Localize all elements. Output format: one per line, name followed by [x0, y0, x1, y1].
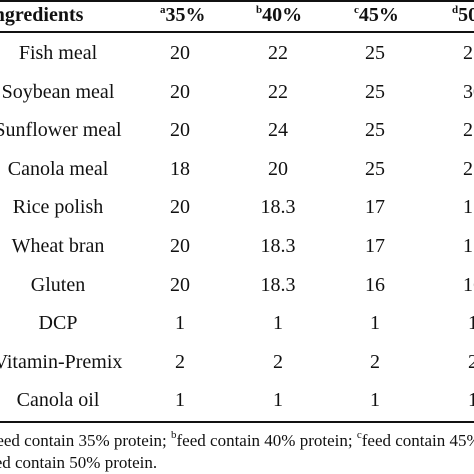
row-value-cell: 20 — [268, 158, 288, 180]
row-value-cell: 17 — [365, 235, 385, 257]
footnote-line-1: aFeed contain 35% protein; bfeed contain… — [0, 429, 474, 454]
row-ingredient-name: Sunflower meal — [0, 119, 122, 141]
footnote-b-text: feed contain 40% protein; — [176, 431, 357, 450]
row-value-cell: 1 — [273, 389, 283, 411]
row-ingredient-name: Wheat bran — [11, 235, 105, 257]
row-value-cell: 30 — [463, 81, 474, 103]
header-col-45-marker: c — [354, 4, 359, 16]
row-value-cell: 20 — [170, 196, 190, 218]
row-value-cell: 1 — [370, 389, 380, 411]
row-ingredient-name: Soybean meal — [1, 81, 115, 103]
row-value-cell: 25 — [365, 81, 385, 103]
row-ingredient-name: Gluten — [30, 274, 86, 296]
row-value-cell: 2 — [175, 351, 185, 373]
row-value-cell: 20 — [170, 42, 190, 64]
row-value-cell: 1 — [175, 312, 185, 334]
footnote-d-text: feed contain 50% protein. — [0, 453, 158, 472]
row-value-cell: 18 — [170, 158, 190, 180]
row-ingredient-name: Rice polish — [12, 196, 104, 218]
row-value-cell: 2 — [273, 351, 283, 373]
row-value-cell: 25 — [463, 158, 474, 180]
header-col-35-label: 35% — [165, 4, 206, 26]
row-value-cell: 25 — [365, 119, 385, 141]
row-value-cell: 18.3 — [260, 274, 296, 296]
row-ingredient-name: Vitamin-Premix — [0, 351, 123, 373]
footnote-line-2: dfeed contain 50% protein. — [0, 452, 157, 474]
row-value-cell: 17 — [365, 196, 385, 218]
row-ingredient-name: Canola oil — [16, 389, 100, 411]
row-value-cell: 20 — [170, 274, 190, 296]
table-top-rule — [0, 0, 474, 2]
row-value-cell: 25 — [463, 119, 474, 141]
header-col-50-label: 50% — [458, 4, 474, 26]
row-value-cell: 1 — [468, 312, 474, 334]
header-col-40: b40% — [256, 3, 302, 30]
footnote-b-marker: b — [171, 429, 177, 441]
row-value-cell: 25 — [463, 42, 474, 64]
row-value-cell: 25 — [365, 158, 385, 180]
row-value-cell: 18.3 — [260, 196, 296, 218]
row-value-cell: 16 — [365, 274, 385, 296]
row-value-cell: 1 — [175, 389, 185, 411]
footnote-c-text: feed contain 45% protein; — [361, 431, 474, 450]
row-value-cell: 20 — [170, 81, 190, 103]
header-col-45-label: 45% — [358, 4, 399, 26]
row-value-cell: 22 — [268, 42, 288, 64]
footnote-c-marker: c — [356, 429, 362, 441]
footnote-a-text: Feed contain 35% protein; — [0, 431, 172, 450]
header-col-50-marker: d — [452, 4, 459, 16]
row-value-cell: 17 — [463, 235, 474, 257]
row-value-cell: 1 — [468, 389, 474, 411]
row-value-cell: 2 — [468, 351, 474, 373]
table-bottom-rule — [0, 421, 474, 423]
row-value-cell: 17 — [463, 196, 474, 218]
row-ingredient-name: Canola meal — [7, 158, 109, 180]
row-value-cell: 1 — [273, 312, 283, 334]
row-value-cell: 16 — [463, 274, 474, 296]
row-value-cell: 1 — [370, 312, 380, 334]
row-ingredient-name: Fish meal — [18, 42, 98, 64]
row-value-cell: 24 — [268, 119, 288, 141]
row-value-cell: 22 — [268, 81, 288, 103]
header-ingredients: Ingredients — [0, 4, 84, 26]
row-value-cell: 20 — [170, 119, 190, 141]
header-col-40-marker: b — [256, 4, 263, 16]
header-col-45: c45% — [354, 3, 399, 30]
row-value-cell: 18.3 — [260, 235, 296, 257]
row-ingredient-name: DCP — [38, 312, 78, 334]
header-col-40-label: 40% — [262, 4, 303, 26]
header-col-35: a35% — [160, 3, 206, 30]
row-value-cell: 25 — [365, 42, 385, 64]
row-value-cell: 20 — [170, 235, 190, 257]
table-header-rule — [0, 31, 474, 33]
row-value-cell: 2 — [370, 351, 380, 373]
header-col-35-marker: a — [160, 4, 166, 16]
header-col-50: d50% — [452, 3, 474, 30]
